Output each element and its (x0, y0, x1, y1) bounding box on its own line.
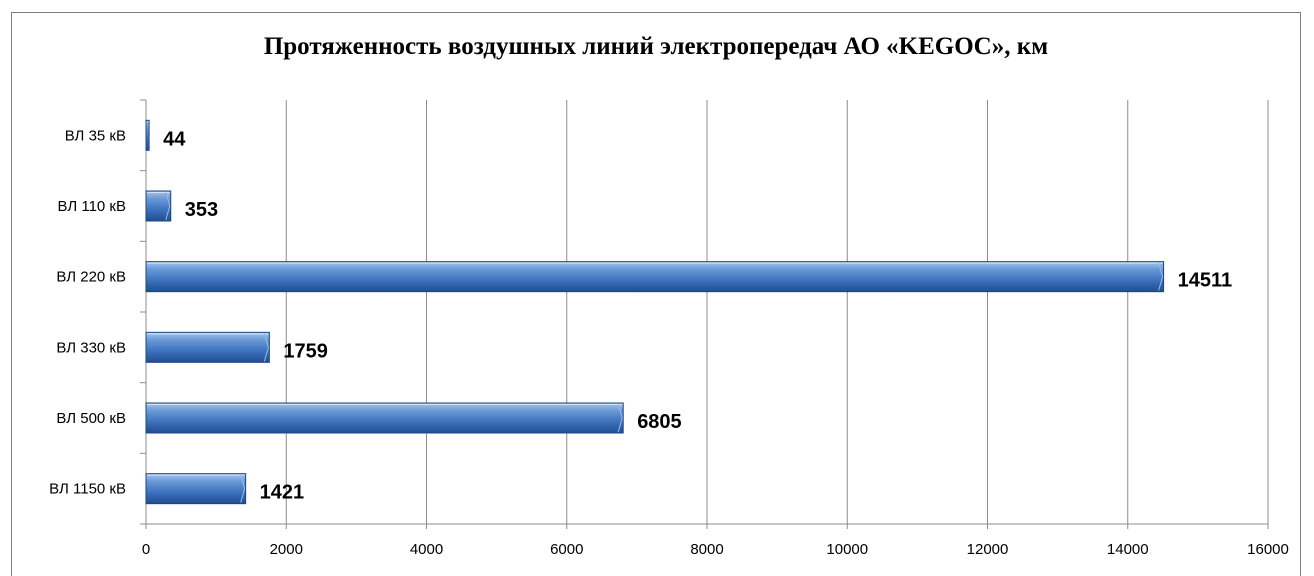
bar-5 (145, 473, 247, 505)
bar-rect (145, 119, 150, 151)
x-tick-label: 4000 (410, 541, 443, 558)
bar-bevel (240, 474, 246, 503)
x-tick-label: 16000 (1247, 541, 1289, 558)
bar-bevel (165, 191, 171, 221)
x-tick-label: 12000 (967, 541, 1009, 558)
x-tick-label: 6000 (550, 541, 583, 558)
x-tick-label: 8000 (690, 541, 723, 558)
x-tick-label: 14000 (1107, 541, 1149, 558)
x-tick-label: 10000 (826, 541, 868, 558)
data-label: 1759 (283, 340, 328, 362)
data-label: 14511 (1178, 270, 1233, 292)
bar-bevel (263, 333, 269, 362)
category-label: ВЛ 35 кВ (65, 127, 126, 144)
gridlines (285, 100, 1269, 524)
x-tick-label: 0 (142, 541, 150, 558)
category-label: ВЛ 1150 кВ (49, 481, 126, 498)
axes (140, 99, 1269, 529)
bar-0 (145, 119, 150, 151)
bars (145, 119, 1165, 505)
bar-2 (145, 261, 1165, 293)
bar-bevel (617, 403, 623, 433)
bar-1 (145, 190, 172, 222)
x-tick-label: 2000 (270, 541, 303, 558)
bar-rect (145, 261, 1165, 293)
category-label: ВЛ 500 кВ (56, 410, 126, 427)
category-label: ВЛ 330 кВ (56, 339, 126, 356)
data-label: 44 (163, 128, 186, 150)
chart-title: Протяженность воздушных линий электропер… (263, 33, 1049, 60)
bar-rect (145, 473, 247, 505)
data-label: 6805 (637, 411, 682, 433)
category-label: ВЛ 110 кВ (58, 198, 127, 215)
bar-rect (145, 402, 624, 434)
bar-4 (145, 402, 624, 434)
bar-bevel (1158, 262, 1164, 291)
data-label: 353 (185, 199, 218, 221)
bar-rect (145, 331, 270, 363)
bar-3 (145, 331, 270, 363)
labels: 0 2000 4000 6000 8000 10000 12000 14000 16000 ВЛ … (49, 127, 1289, 558)
data-label: 1421 (260, 482, 305, 504)
category-label: ВЛ 220 кВ (56, 269, 126, 286)
